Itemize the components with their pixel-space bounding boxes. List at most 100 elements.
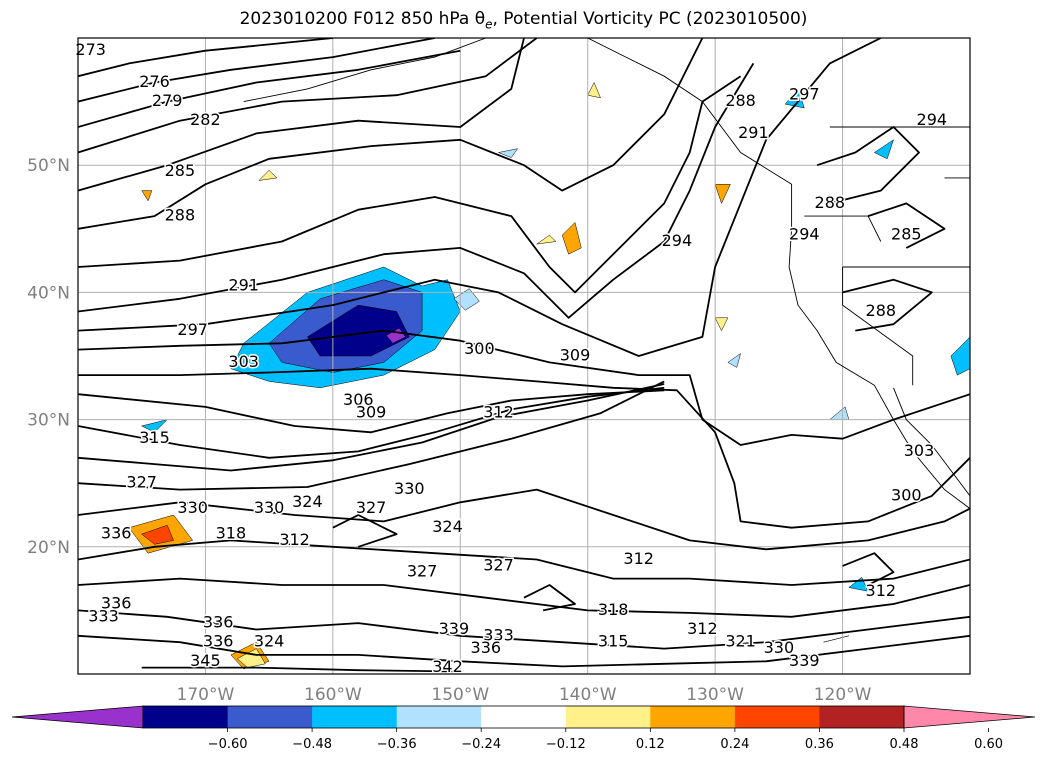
lon-tick-label: 140°W (559, 685, 617, 705)
theta-e-contours (78, 38, 970, 673)
contour-label: 312 (623, 549, 654, 568)
pv-region-23 (823, 635, 849, 643)
pv-region-18 (141, 190, 153, 202)
theta-e-contour-1 (78, 38, 333, 78)
theta-e-contour-13 (78, 386, 665, 459)
theta-e-contour-2 (78, 38, 435, 103)
theta-e-contour-23 (867, 202, 946, 249)
theta-e-contour-24 (842, 278, 933, 332)
colorbar-tick-label: −0.60 (208, 737, 248, 752)
contour-label: 318 (598, 600, 629, 619)
lat-tick-label: 20°N (27, 538, 70, 558)
contour-label: 327 (126, 473, 157, 492)
contour-label: 330 (394, 479, 425, 498)
title-subscript: e (485, 17, 493, 32)
contour-label: 279 (152, 91, 183, 110)
contour-label: 276 (139, 72, 170, 91)
colorbar-tick-label: −0.24 (461, 737, 501, 752)
contour-label: 288 (866, 301, 897, 320)
pv-region-22 (587, 81, 601, 99)
pv-region-4 (386, 327, 406, 344)
contour-label: 324 (254, 632, 285, 651)
colorbar-tick-label: 0.12 (636, 737, 665, 752)
contour-label: 300 (891, 485, 922, 504)
pv-region-12 (727, 352, 742, 368)
map-frame (77, 37, 971, 675)
contour-label: 336 (101, 594, 132, 613)
theta-e-contour-4 (78, 38, 538, 154)
theta-e-contour-20 (78, 634, 970, 668)
theta-e-contour-12 (78, 389, 665, 434)
contour-label: 297 (177, 320, 208, 339)
theta-e-contour-27 (842, 552, 895, 586)
contour-label: 333 (88, 606, 119, 625)
latitude-tick-labels: 50°N 40°N 30°N 20°N (27, 156, 70, 558)
coastline-2 (587, 38, 970, 509)
coastline-3 (893, 387, 970, 497)
lat-tick-label: 50°N (27, 156, 70, 176)
chart-title: 2023010200 F012 850 hPa θe, Potential Vo… (0, 9, 1047, 31)
contour-label: 312 (483, 403, 514, 422)
title-main: 2023010200 F012 850 hPa θ (239, 9, 486, 29)
pv-region-25 (714, 317, 729, 332)
colorbar-tick-label: −0.12 (546, 737, 586, 752)
theta-e-contour-14 (78, 383, 665, 472)
contour-label: 309 (356, 403, 387, 422)
contour-label: 312 (866, 581, 897, 600)
contour-label: 324 (432, 517, 463, 536)
contour-label: 327 (407, 562, 438, 581)
contour-label: 336 (203, 632, 234, 651)
colorbar-segment (819, 706, 905, 728)
pv-region-8 (873, 139, 894, 160)
pv-region-21 (536, 234, 557, 245)
contour-label: 339 (789, 651, 820, 670)
colorbar-segment (565, 706, 651, 728)
pv-filled-contours (128, 81, 970, 670)
theta-e-contour-25 (332, 514, 398, 548)
theta-e-contour-26 (523, 584, 576, 612)
contour-label: 312 (279, 530, 310, 549)
theta-e-contour-17 (78, 539, 970, 586)
pv-region-24 (258, 169, 278, 181)
contour-label: 297 (789, 85, 820, 104)
colorbar-segment (650, 706, 736, 728)
theta-e-contour-7 (78, 75, 742, 294)
lon-tick-label: 120°W (814, 685, 872, 705)
contour-label: 330 (764, 638, 795, 657)
contour-label: 303 (904, 441, 935, 460)
coastline-1 (243, 38, 486, 103)
contour-label: 294 (917, 110, 948, 129)
theta-e-contour-9 (78, 38, 882, 357)
contour-label: 330 (177, 498, 208, 517)
colorbar-outline (142, 705, 905, 729)
colorbar-segment (734, 706, 820, 728)
colorbar-segment (396, 706, 482, 728)
coastlines (243, 38, 970, 509)
contour-label: 315 (139, 428, 170, 447)
colorbar-segment (481, 706, 567, 728)
colorbar-extend-high (903, 705, 1036, 729)
contour-label: 285 (891, 225, 922, 244)
contour-label: 312 (687, 619, 718, 638)
colorbar-tick-label: 0.48 (890, 737, 919, 752)
map-gridlines (78, 38, 970, 674)
pv-region-20 (714, 184, 731, 205)
contour-label: 291 (738, 123, 769, 142)
title-rest: , Potential Vorticity PC (2023010500) (492, 9, 808, 29)
pv-region-17 (236, 648, 266, 668)
pv-region-11 (497, 148, 519, 158)
contour-label: 273 (75, 40, 106, 59)
colorbar-segment (227, 706, 313, 728)
colorbar-tick-label: −0.48 (292, 737, 332, 752)
contour-label: 333 (483, 625, 514, 644)
pv-region-19 (561, 221, 582, 255)
theta-e-contour-15 (78, 380, 665, 491)
contour-label: 339 (439, 619, 470, 638)
contour-label: 294 (789, 225, 820, 244)
colorbar-tick-label: 0.60 (974, 737, 1003, 752)
contour-label: 324 (292, 492, 323, 511)
theta-e-contour-18 (78, 577, 970, 618)
contour-label: 327 (356, 498, 387, 517)
